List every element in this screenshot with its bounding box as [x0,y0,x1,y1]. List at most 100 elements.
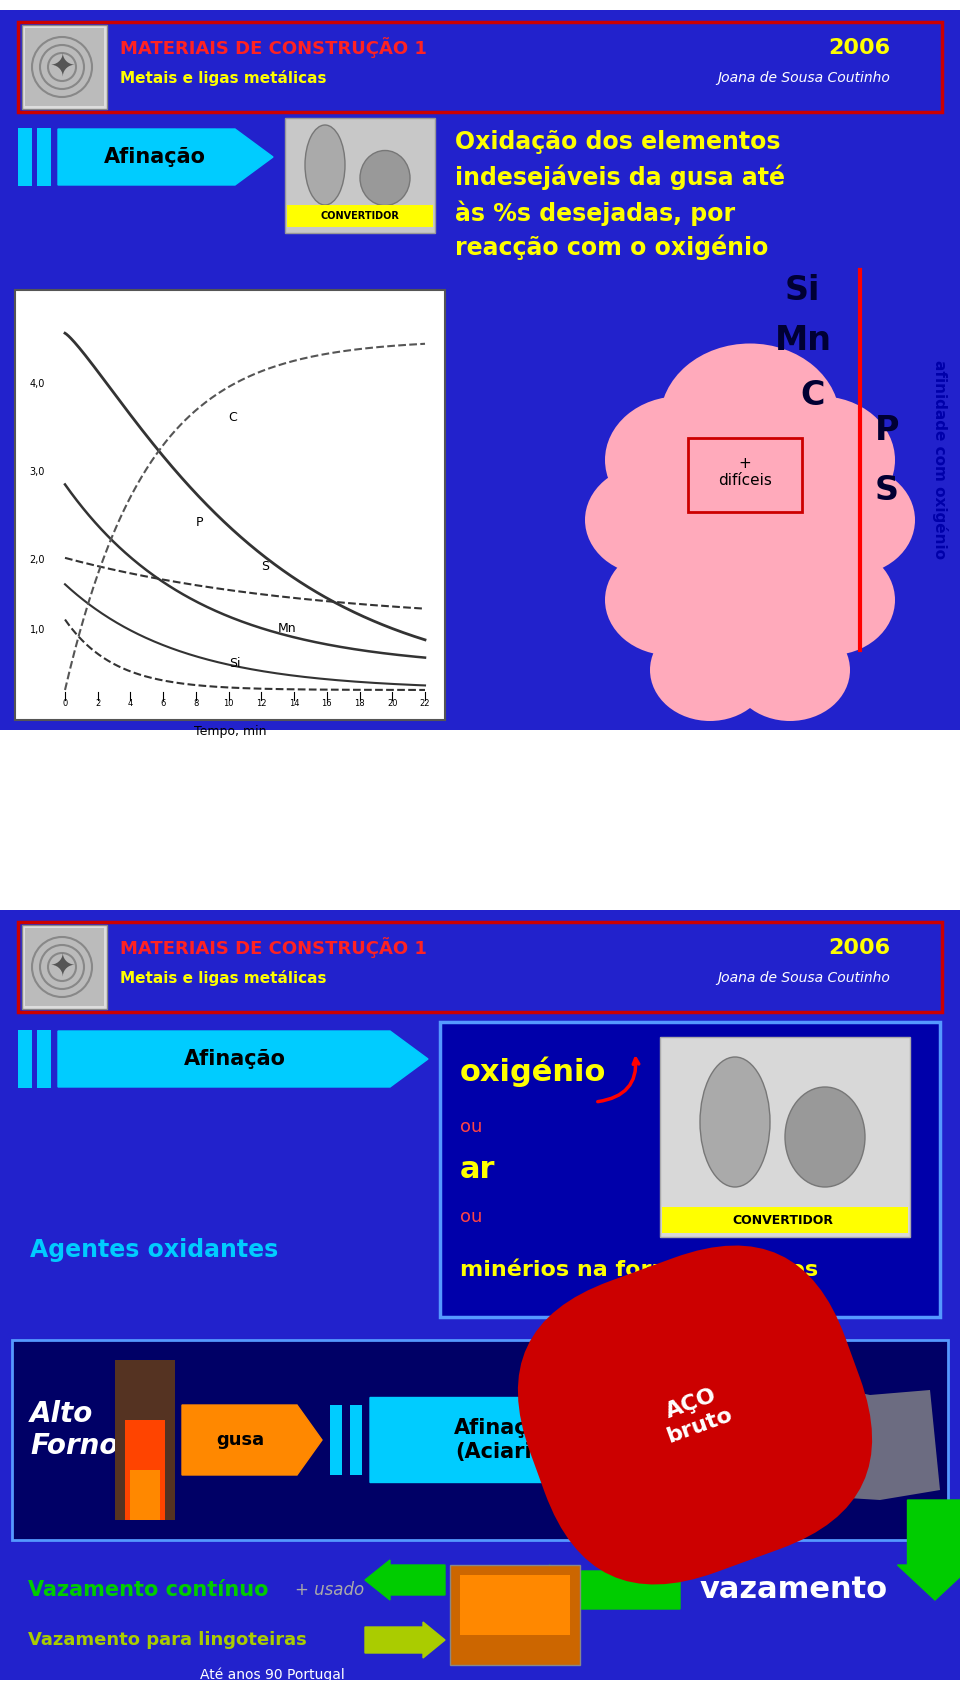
Text: ou: ou [460,1118,482,1135]
Bar [350,1405,362,1474]
Text: +
difíceis: + difíceis [718,455,772,488]
Text: P: P [196,516,204,530]
Text: 2006: 2006 [828,39,890,57]
Bar [18,128,32,186]
Text: 4: 4 [128,698,133,709]
FancyBboxPatch shape [688,439,802,511]
Text: + usado: + usado [295,1581,364,1599]
Bar [660,1038,910,1237]
Text: CONVERTIDOR: CONVERTIDOR [321,211,399,221]
Text: Vazamento contínuo: Vazamento contínuo [28,1581,269,1599]
Bar [125,1420,165,1520]
FancyArrow shape [365,1621,445,1658]
PathPatch shape [725,1380,940,1500]
Text: às %s desejadas, por: às %s desejadas, por [455,201,735,226]
Text: 16: 16 [322,698,332,709]
Text: S: S [261,560,270,574]
Text: 4,0: 4,0 [30,378,45,388]
Text: 8: 8 [193,698,199,709]
Bar [12,1339,948,1540]
Bar [440,1022,940,1318]
Bar [37,128,51,186]
Ellipse shape [585,464,715,575]
Text: 22: 22 [420,698,430,709]
Text: Afinação: Afinação [104,147,206,167]
Ellipse shape [700,1058,770,1188]
Text: Até anos 90 Portugal: Até anos 90 Portugal [200,1668,345,1682]
Text: Metais e ligas metálicas: Metais e ligas metálicas [120,970,326,985]
Text: 2006: 2006 [828,938,890,958]
Text: AÇO
bruto: AÇO bruto [656,1383,734,1447]
Text: 12: 12 [256,698,267,709]
Text: MATERIAIS DE CONSTRUÇÃO 1: MATERIAIS DE CONSTRUÇÃO 1 [120,37,427,59]
Text: Oxidação dos elementos: Oxidação dos elementos [455,130,780,154]
Text: ✦: ✦ [49,953,75,982]
Ellipse shape [765,545,895,655]
Text: Metais e ligas metálicas: Metais e ligas metálicas [120,69,326,86]
Ellipse shape [665,457,835,602]
Text: C: C [228,410,237,423]
Text: ar: ar [460,1156,495,1184]
Text: Joana de Sousa Coutinho: Joana de Sousa Coutinho [717,972,890,985]
Text: Si: Si [785,273,821,307]
Text: 1,0: 1,0 [30,626,45,636]
Text: Afinação: Afinação [184,1049,286,1070]
Text: P: P [875,413,900,447]
Text: Agentes oxidantes: Agentes oxidantes [30,1238,278,1262]
Bar [15,290,445,720]
Text: S: S [875,474,899,508]
Text: 2,0: 2,0 [30,555,45,565]
Text: 14: 14 [289,698,300,709]
Ellipse shape [605,396,755,523]
Text: MATERIAIS DE CONSTRUÇÃO 1: MATERIAIS DE CONSTRUÇÃO 1 [120,938,427,958]
Bar [18,1031,32,1088]
Bar [287,206,433,228]
FancyArrow shape [520,1566,680,1614]
Text: oxigénio: oxigénio [460,1056,607,1086]
Text: Mn: Mn [277,623,297,634]
Text: 2: 2 [95,698,101,709]
Text: indesejáveis da gusa até: indesejáveis da gusa até [455,165,785,191]
Bar [330,1405,342,1474]
Bar [460,1576,570,1635]
Bar [37,1031,51,1088]
Text: líquido: líquido [817,1473,863,1488]
Ellipse shape [745,396,895,523]
FancyArrow shape [58,1031,428,1086]
Ellipse shape [660,344,840,496]
Text: gusa: gusa [216,1431,264,1449]
Ellipse shape [650,619,770,720]
Bar [662,1206,908,1233]
Bar [18,22,942,111]
Bar [450,1566,580,1665]
Text: reacção com o oxigénio: reacção com o oxigénio [455,234,768,260]
Ellipse shape [305,125,345,206]
Text: C: C [800,380,825,412]
Text: ✦: ✦ [49,52,75,81]
Text: afinidade com oxigénio: afinidade com oxigénio [932,361,948,560]
Text: 20: 20 [387,698,397,709]
Text: minérios na forma de óxidos: minérios na forma de óxidos [460,1260,818,1280]
FancyArrow shape [898,1500,960,1599]
FancyArrow shape [58,128,273,186]
Bar [25,29,104,106]
Bar [115,1360,175,1520]
Bar [18,923,942,1012]
Ellipse shape [675,552,825,678]
Text: Alto
Forno: Alto Forno [30,1400,118,1461]
Text: 18: 18 [354,698,365,709]
Text: CONVERTIDOR: CONVERTIDOR [732,1213,833,1226]
Text: ou: ou [460,1208,482,1226]
Text: Si: Si [228,658,240,670]
Text: 0: 0 [62,698,67,709]
Text: 6: 6 [160,698,166,709]
Ellipse shape [785,464,915,575]
FancyArrow shape [370,1397,660,1483]
Text: vazamento: vazamento [700,1576,888,1604]
Ellipse shape [785,1086,865,1188]
FancyArrow shape [365,1560,445,1599]
Bar [285,118,435,233]
Text: 3,0: 3,0 [30,467,45,477]
Ellipse shape [605,545,735,655]
Text: Mn: Mn [775,324,832,358]
